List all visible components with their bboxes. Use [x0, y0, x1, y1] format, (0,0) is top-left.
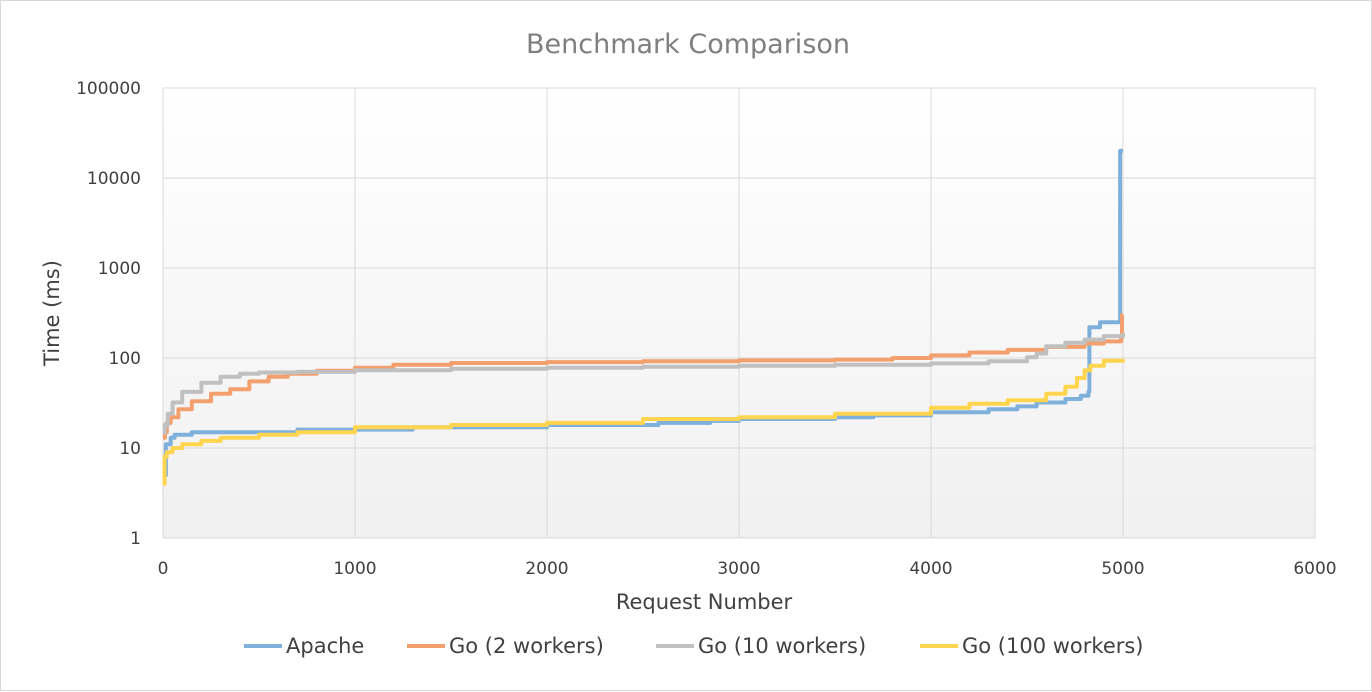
x-tick-label: 6000 [1293, 559, 1336, 579]
tick-labels: 0 1000 2000 3000 4000 5000 6000 1 10 100 1000 10000… [76, 79, 1337, 579]
x-tick-label: 2000 [525, 559, 568, 579]
y-tick-label: 1000 [98, 259, 141, 279]
x-tick-label: 5000 [1101, 559, 1144, 579]
series-line-go-10-workers [162, 332, 1125, 435]
gridlines [162, 87, 1316, 539]
series-line-go-100-workers [162, 358, 1125, 486]
legend-label-go-2-workers: Go (2 workers) [449, 634, 604, 658]
legend: Apache Go (2 workers) Go (10 workers) Go (1… [244, 634, 1144, 658]
y-tick-label: 100000 [76, 79, 141, 99]
legend-label-go-10-workers: Go (10 workers) [698, 634, 866, 658]
y-tick-label: 10 [119, 439, 141, 459]
chart-title: Benchmark Comparison [526, 29, 850, 60]
x-tick-label: 0 [158, 559, 169, 579]
x-tick-label: 3000 [717, 559, 760, 579]
y-tick-label: 10000 [87, 169, 141, 189]
x-tick-label: 1000 [333, 559, 376, 579]
legend-label-apache: Apache [286, 634, 364, 658]
y-tick-label: 100 [109, 349, 141, 369]
legend-label-go-100-workers: Go (100 workers) [962, 634, 1144, 658]
series-lines [162, 148, 1125, 486]
y-axis-label: Time (ms) [40, 260, 64, 367]
x-axis-label: Request Number [616, 590, 793, 614]
y-tick-label: 1 [130, 529, 141, 549]
x-tick-label: 4000 [909, 559, 952, 579]
